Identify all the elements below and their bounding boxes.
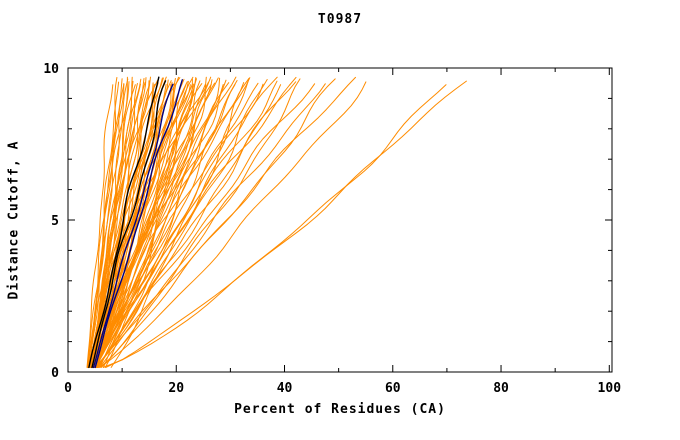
model-curve [93,84,224,368]
x-tick-label: 100 [598,381,622,396]
y-axis-label: Distance Cutoff, A [6,140,22,300]
y-tick-label: 5 [51,214,59,229]
model-curve [96,83,316,368]
chart-title: T0987 [317,12,363,27]
model-curve [110,79,250,368]
model-curve [87,76,128,368]
model-curve [102,83,193,368]
tick-labels: 0 20 40 60 80 100 0 5 10 [43,62,621,396]
model-curve [94,84,236,368]
model-curve [102,84,447,368]
y-tick-label: 10 [43,62,59,77]
model-curve [88,76,160,369]
x-tick-label: 80 [493,381,509,396]
model-curve [104,76,207,368]
model-curve [99,81,367,368]
series-model-curves-orange [86,76,467,368]
series-highlighted-curves-navy [92,79,183,369]
x-axis-label: Percent of Residues (CA) [234,402,446,417]
model-curve [95,79,268,368]
x-tick-label: 20 [168,381,184,396]
model-curve [88,83,125,368]
model-curve [97,76,212,368]
axis-ticks [67,67,612,373]
model-curve [92,76,194,368]
model-curve [100,78,336,368]
model-curve [99,76,356,368]
model-curve [99,76,278,368]
model-curve [96,83,326,368]
x-tick-label: 60 [385,381,401,396]
model-curve [95,83,212,368]
model-curve [86,84,114,368]
series-highlighted-curves-black [88,76,167,369]
model-curve [105,80,467,368]
model-curve [95,76,297,368]
model-curve [92,83,174,369]
x-tick-label: 0 [64,381,72,396]
model-curve [95,82,259,368]
model-curve [91,80,167,369]
model-curve [99,78,301,368]
x-tick-label: 40 [277,381,293,396]
model-curve [95,79,227,368]
y-tick-label: 0 [51,366,59,381]
model-curve [94,84,282,368]
model-curve [94,79,183,369]
model-curve [87,80,150,368]
model-curve [95,83,264,368]
